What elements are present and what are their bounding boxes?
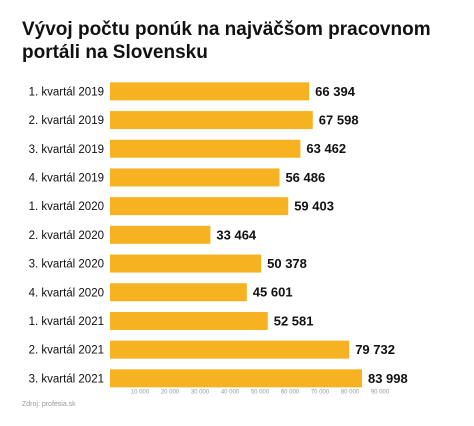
x-tick-label: 50 000	[251, 390, 270, 396]
bar	[110, 197, 289, 216]
value-label: 63 462	[306, 141, 346, 156]
y-tick-label: 1. kvartál 2020	[29, 201, 104, 213]
x-tick-label: 80 000	[341, 390, 360, 396]
value-label: 59 403	[294, 199, 334, 214]
y-tick-label: 2. kvartál 2021	[29, 345, 104, 357]
x-tick-label: 10 000	[131, 390, 150, 396]
y-tick-label: 3. kvartál 2021	[29, 373, 104, 385]
value-label: 66 394	[315, 84, 356, 99]
y-tick-label: 3. kvartál 2019	[29, 144, 104, 156]
y-tick-label: 2. kvartál 2020	[29, 230, 104, 242]
value-label: 52 581	[274, 313, 314, 328]
bar	[110, 82, 310, 101]
bar	[110, 369, 362, 388]
x-tick-label: 70 000	[311, 390, 330, 396]
bar	[110, 168, 280, 187]
y-tick-label: 2. kvartál 2019	[29, 115, 104, 127]
bar	[110, 254, 262, 273]
bar	[110, 283, 247, 302]
y-tick-label: 4. kvartál 2020	[29, 287, 104, 299]
x-tick-label: 30 000	[191, 390, 210, 396]
bar	[110, 139, 301, 158]
chart-title: Vývoj počtu ponúk na najväčšom pracovnom…	[22, 19, 431, 63]
bar	[110, 340, 350, 359]
value-label: 33 464	[216, 227, 257, 242]
bar	[110, 311, 268, 330]
x-tick-label: 40 000	[221, 390, 240, 396]
value-label: 67 598	[319, 112, 359, 127]
value-label: 50 378	[267, 256, 307, 271]
source: Zdroj: profesia.sk	[22, 401, 76, 408]
value-label: 56 486	[285, 170, 325, 185]
x-tick-label: 20 000	[161, 390, 180, 396]
y-tick-label: 1. kvartál 2021	[29, 316, 104, 328]
y-tick-label: 4. kvartál 2019	[29, 172, 104, 184]
value-label: 45 601	[253, 285, 293, 300]
bar	[110, 111, 313, 130]
value-label: 83 998	[368, 371, 408, 386]
x-tick-label: 90 000	[371, 390, 390, 396]
x-tick-label: 60 000	[281, 390, 300, 396]
bar	[110, 225, 211, 244]
value-label: 79 732	[355, 342, 395, 357]
y-tick-label: 1. kvartál 2019	[29, 86, 104, 98]
y-tick-label: 3. kvartál 2020	[29, 259, 104, 271]
